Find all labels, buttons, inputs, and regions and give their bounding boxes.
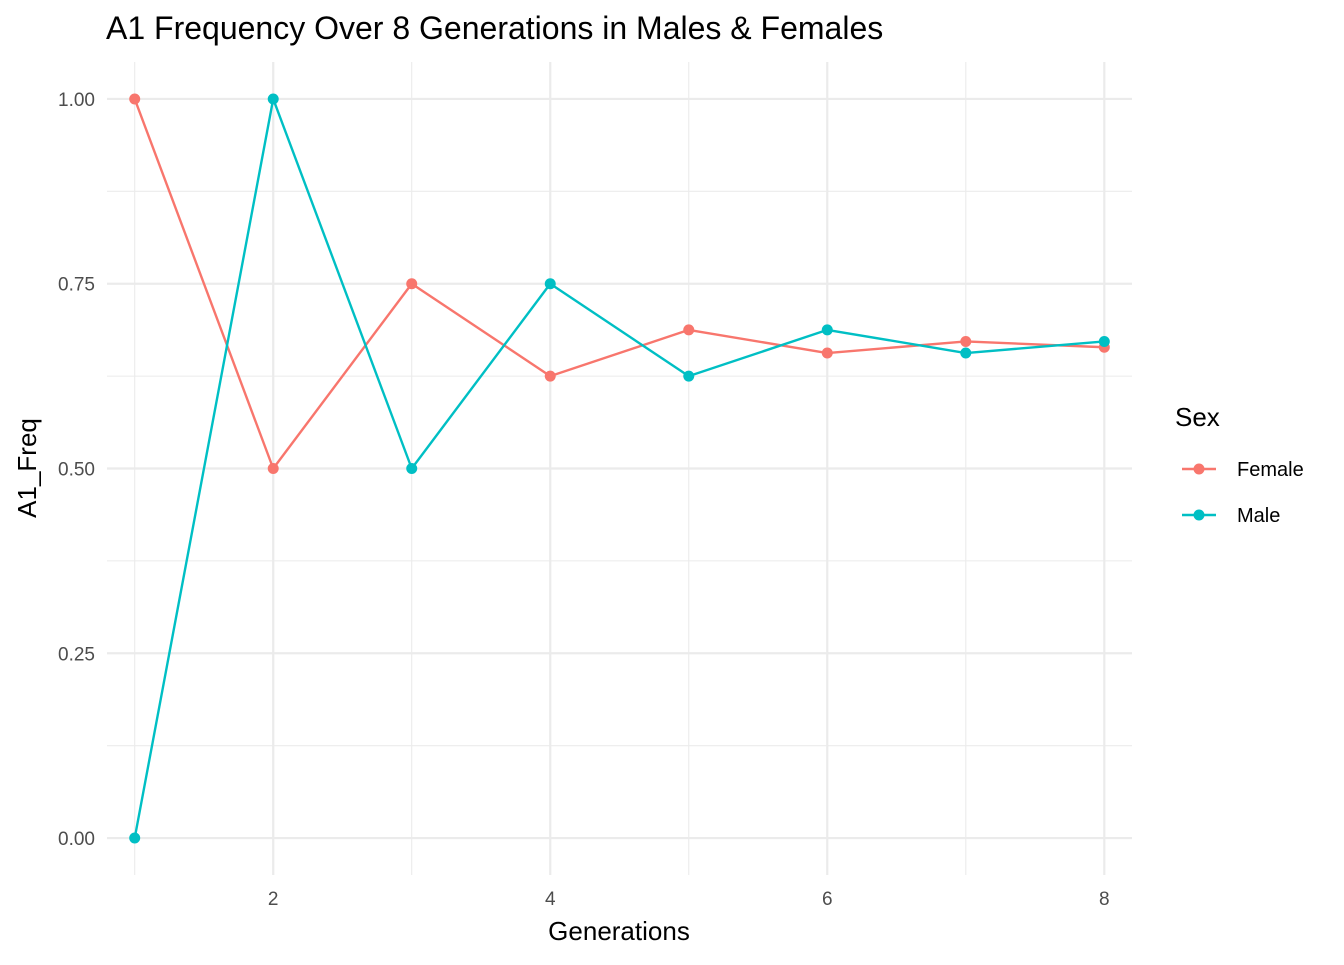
grid-layer [107,62,1132,875]
legend-key-point-female [1193,463,1205,475]
data-point-male [960,347,972,359]
y-tick-label: 0.75 [58,275,95,296]
data-point-male [683,370,695,382]
data-point-female [406,278,418,290]
legend-label-male: Male [1237,505,1280,527]
data-point-female [683,324,695,336]
data-point-female [960,335,972,347]
x-tick-label: 6 [822,889,833,910]
data-point-male [821,324,833,336]
data-point-female [821,347,833,359]
legend-key-point-male [1193,509,1205,521]
data-point-female [267,463,279,474]
series-layer [129,93,1110,844]
x-tick-label: 4 [545,889,556,910]
data-point-male [1098,335,1110,347]
data-point-male [406,463,418,474]
data-point-female [129,93,141,105]
y-tick-label: 1.00 [58,90,95,111]
y-axis-title: A1_Freq [12,418,42,518]
data-point-male [544,278,556,290]
y-tick-label: 0.25 [58,644,95,665]
x-axis-title: Generations [548,916,690,946]
ticks-layer: 2 4 6 8 0.00 0.25 0.50 0.75 1.00 [58,90,1110,910]
y-tick-label: 0.50 [58,460,95,481]
legend-items: Female Male [1182,459,1304,527]
x-tick-label: 2 [268,889,279,910]
data-point-female [544,370,556,382]
y-tick-label: 0.00 [58,829,95,850]
data-point-male [129,832,141,844]
x-tick-label: 8 [1099,889,1110,910]
legend: Sex Female Male [1175,402,1304,527]
series-line-male [133,97,1105,839]
chart-title: A1 Frequency Over 8 Generations in Males… [106,10,883,46]
legend-label-female: Female [1237,459,1304,481]
series-line-female [133,98,1105,470]
legend-title: Sex [1175,402,1220,432]
data-point-male [267,93,279,105]
